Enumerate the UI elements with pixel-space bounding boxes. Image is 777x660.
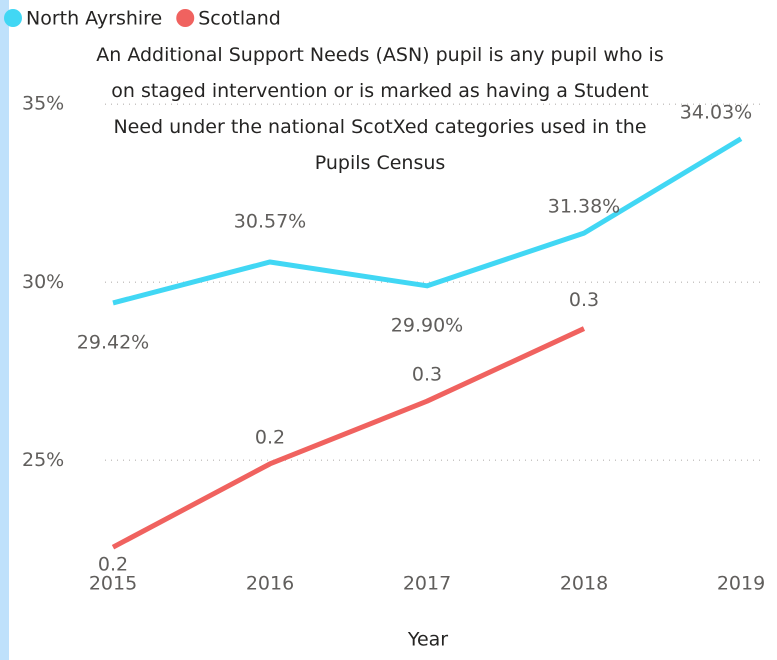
- y-tick-label: 25%: [22, 449, 64, 471]
- series-line: [111, 326, 586, 550]
- data-label: 0.2: [98, 554, 128, 576]
- annotation: An Additional Support Needs (ASN) pupil …: [96, 44, 664, 174]
- x-tick-label: 2019: [717, 573, 765, 595]
- x-tick-label: 2016: [246, 573, 294, 595]
- y-tick-label: 35%: [22, 93, 64, 115]
- data-label: 30.57%: [234, 210, 306, 232]
- x-axis-title: Year: [407, 629, 448, 651]
- y-tick-label: 30%: [22, 271, 64, 293]
- legend-label: North Ayrshire: [26, 8, 162, 30]
- x-tick-label: 2015: [89, 573, 137, 595]
- data-label: 31.38%: [548, 196, 620, 218]
- data-label: 0.2: [255, 426, 285, 448]
- data-label: 0.3: [569, 289, 599, 311]
- data-label: 0.3: [412, 364, 442, 386]
- x-tick-label: 2018: [560, 573, 608, 595]
- legend-label: Scotland: [198, 8, 281, 30]
- data-label: 29.42%: [77, 331, 149, 353]
- data-label: 34.03%: [680, 101, 752, 123]
- side-strip: [0, 0, 9, 660]
- legend-marker: [4, 9, 22, 27]
- legend-marker: [176, 9, 195, 27]
- x-tick-label: 2017: [403, 573, 451, 595]
- series-line: [112, 136, 743, 306]
- data-label: 29.90%: [391, 314, 463, 336]
